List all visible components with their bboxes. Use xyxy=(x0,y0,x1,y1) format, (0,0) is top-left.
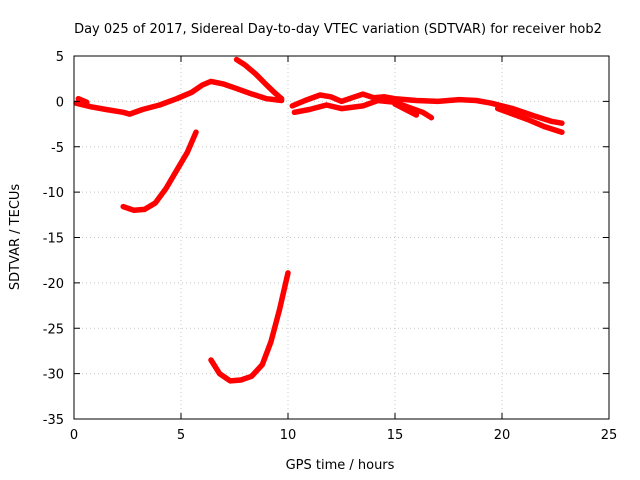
y-tick-label: -20 xyxy=(43,277,64,292)
y-tick-label: -25 xyxy=(43,322,64,337)
x-tick-label: 15 xyxy=(387,428,404,443)
series-track-9 xyxy=(208,270,291,384)
series-track-8 xyxy=(75,95,90,106)
series-track-2 xyxy=(233,56,285,102)
axis-ticks: 0 5 10 15 20 25 5 0 -5 -10 -15 -20 -25 -30 -35 xyxy=(43,50,618,443)
y-tick-label: -5 xyxy=(51,141,64,156)
y-tick-label: -35 xyxy=(43,413,64,428)
y-tick-label: -15 xyxy=(43,232,64,247)
y-tick-label: 5 xyxy=(56,50,64,65)
series-track-4 xyxy=(289,91,565,126)
y-tick-label: -30 xyxy=(43,368,64,383)
series-track-6 xyxy=(392,101,420,118)
series-track-7 xyxy=(494,105,565,135)
x-tick-label: 25 xyxy=(601,428,618,443)
y-tick-label: -10 xyxy=(43,186,64,201)
x-tick-label: 20 xyxy=(494,428,511,443)
series-track-1 xyxy=(73,78,285,117)
x-tick-label: 0 xyxy=(70,428,78,443)
chart-title: Day 025 of 2017, Sidereal Day-to-day VTE… xyxy=(74,22,602,37)
y-axis-label: SDTVAR / TECUs xyxy=(8,184,23,291)
plot-series xyxy=(73,56,565,384)
y-tick-label: 0 xyxy=(56,95,64,110)
x-tick-label: 10 xyxy=(280,428,297,443)
grid-lines xyxy=(74,56,609,419)
x-tick-label: 5 xyxy=(177,428,185,443)
series-track-5 xyxy=(291,97,435,121)
x-axis-label: GPS time / hours xyxy=(286,458,395,473)
series-track-3 xyxy=(120,129,199,214)
